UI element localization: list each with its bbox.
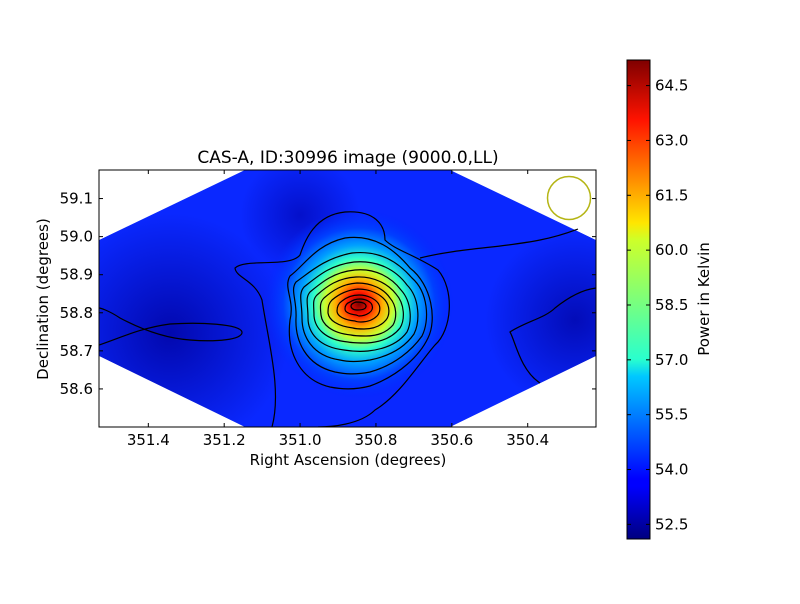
chart-title: CAS-A, ID:30996 image (9000.0,LL)	[197, 148, 498, 168]
x-tick-label: 351.2	[203, 431, 246, 449]
contour-line	[327, 288, 390, 330]
contour-line	[99, 307, 243, 346]
contour-line	[350, 301, 367, 311]
contour-line	[300, 261, 419, 363]
x-tick-label: 350.4	[506, 431, 549, 449]
contour-line	[319, 282, 397, 337]
contour-line	[293, 251, 428, 375]
colorbar-tick-label: 55.5	[655, 406, 688, 424]
contour-line	[313, 276, 404, 344]
y-axis-label: Declination (degrees)	[34, 218, 52, 380]
contour-line	[344, 298, 373, 317]
x-tick-label: 351.0	[279, 431, 322, 449]
axes-frame	[98, 169, 597, 428]
y-tick-label: 59.0	[60, 228, 93, 246]
colorbar-tick-label: 58.5	[655, 296, 688, 314]
x-tick-label: 350.6	[430, 431, 473, 449]
colorbar-tick-label: 64.5	[655, 77, 688, 95]
contour-lines	[99, 211, 596, 427]
colorbar-tick-label: 60.0	[655, 241, 688, 259]
contour-line	[287, 236, 433, 390]
source-emission	[249, 204, 469, 404]
y-tick-label: 58.9	[60, 266, 93, 284]
contour-line	[336, 294, 381, 323]
contour-line	[419, 228, 579, 259]
y-tick-label: 58.7	[60, 342, 93, 360]
x-tick-label: 351.4	[127, 431, 170, 449]
colorbar-ticks: 52.5 54.0 55.5 57.0 58.5 60.0 61.5 63.0 64.5	[627, 77, 688, 533]
colorbar-tick-label: 63.0	[655, 131, 688, 149]
colorbar-tick-label: 54.0	[655, 461, 688, 479]
x-axis-label: Right Ascension (degrees)	[250, 451, 447, 469]
contour-line	[234, 211, 450, 427]
y-tick-label: 58.6	[60, 380, 93, 398]
beam-marker	[546, 175, 592, 221]
y-tick-label: 59.1	[60, 190, 93, 208]
y-axis-ticks: 58.6 58.7 58.8 58.9 59.0 59.1	[60, 190, 596, 398]
colorbar-label: Power in Kelvin	[695, 242, 713, 356]
colorbar-tick-label: 52.5	[655, 515, 688, 533]
colorbar-tick-label: 61.5	[655, 186, 688, 204]
contour-line	[509, 287, 596, 384]
contour-line	[306, 269, 411, 353]
x-axis-ticks: 351.4 351.2 351.0 350.8 350.6 350.4	[127, 170, 549, 449]
colorbar-tick-label: 57.0	[655, 351, 688, 369]
x-tick-label: 350.8	[354, 431, 397, 449]
plot-image	[99, 170, 596, 427]
y-tick-label: 58.8	[60, 304, 93, 322]
colorbar	[626, 59, 651, 540]
